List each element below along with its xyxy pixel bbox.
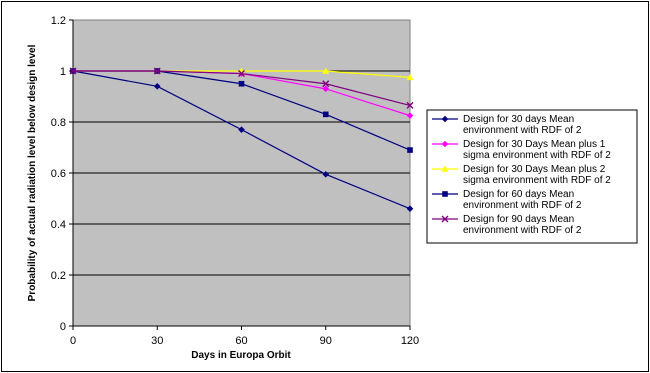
data-point (322, 85, 330, 93)
legend-swatch-marker (441, 215, 449, 223)
data-point (153, 67, 161, 75)
data-point (322, 170, 330, 178)
data-point (406, 73, 414, 81)
data-point (238, 80, 245, 87)
legend-label: environment with RDF of 2 (463, 225, 582, 236)
series-5 (69, 67, 414, 109)
x-tick-labels: 0 30 60 90 120 (70, 335, 419, 347)
legend-swatch-marker (441, 165, 449, 172)
y-tick-label: 0.4 (51, 219, 66, 231)
legend-box (426, 109, 638, 244)
data-point (238, 126, 245, 133)
x-tick-label: 90 (320, 335, 332, 347)
data-point (407, 147, 413, 153)
x-tick-label: 60 (235, 335, 247, 347)
legend-label: Design for 30 days Mean (463, 114, 574, 125)
data-point (238, 70, 245, 78)
legend-label: Design for 30 Days Mean plus 1 (463, 139, 606, 150)
data-series (69, 67, 414, 212)
legend-swatch-marker (442, 191, 448, 197)
data-point (153, 83, 161, 90)
y-tick-label: 1 (60, 66, 66, 78)
legend-label: environment with RDF of 2 (463, 125, 582, 136)
legend-swatch-marker (441, 140, 449, 148)
legend-label: sigma environment with RDF of 2 (463, 175, 611, 186)
data-point (406, 112, 414, 119)
legend-label: Design for 90 days Mean (463, 214, 574, 225)
data-point (406, 205, 414, 212)
x-axis-title: Days in Europa Orbit (191, 350, 291, 361)
legend-swatch-marker (441, 115, 449, 123)
legend-label: Design for 60 days Mean (463, 189, 574, 200)
x-tick-label: 120 (401, 335, 419, 347)
y-tick-label: 0.6 (51, 168, 66, 180)
x-tick-label: 0 (70, 335, 76, 347)
y-tick-label: 0.2 (51, 270, 66, 282)
data-point (322, 111, 329, 118)
data-point (406, 101, 414, 109)
y-tick-label: 1.2 (51, 15, 66, 27)
y-tick-label: 0 (60, 321, 66, 333)
data-point (322, 67, 330, 74)
data-point (69, 67, 77, 75)
y-tick-labels: 0 0.2 0.4 0.6 0.8 1 1.2 (51, 15, 66, 333)
x-tick-label: 30 (151, 335, 163, 347)
y-tick-label: 0.8 (51, 117, 66, 129)
legend-label: sigma environment with RDF of 2 (463, 150, 611, 161)
legend-label: Design for 30 Days Mean plus 2 (463, 164, 606, 175)
data-point (322, 80, 330, 88)
y-axis-title: Probability of actual radiation level be… (27, 44, 38, 301)
legend-label: environment with RDF of 2 (463, 200, 582, 211)
